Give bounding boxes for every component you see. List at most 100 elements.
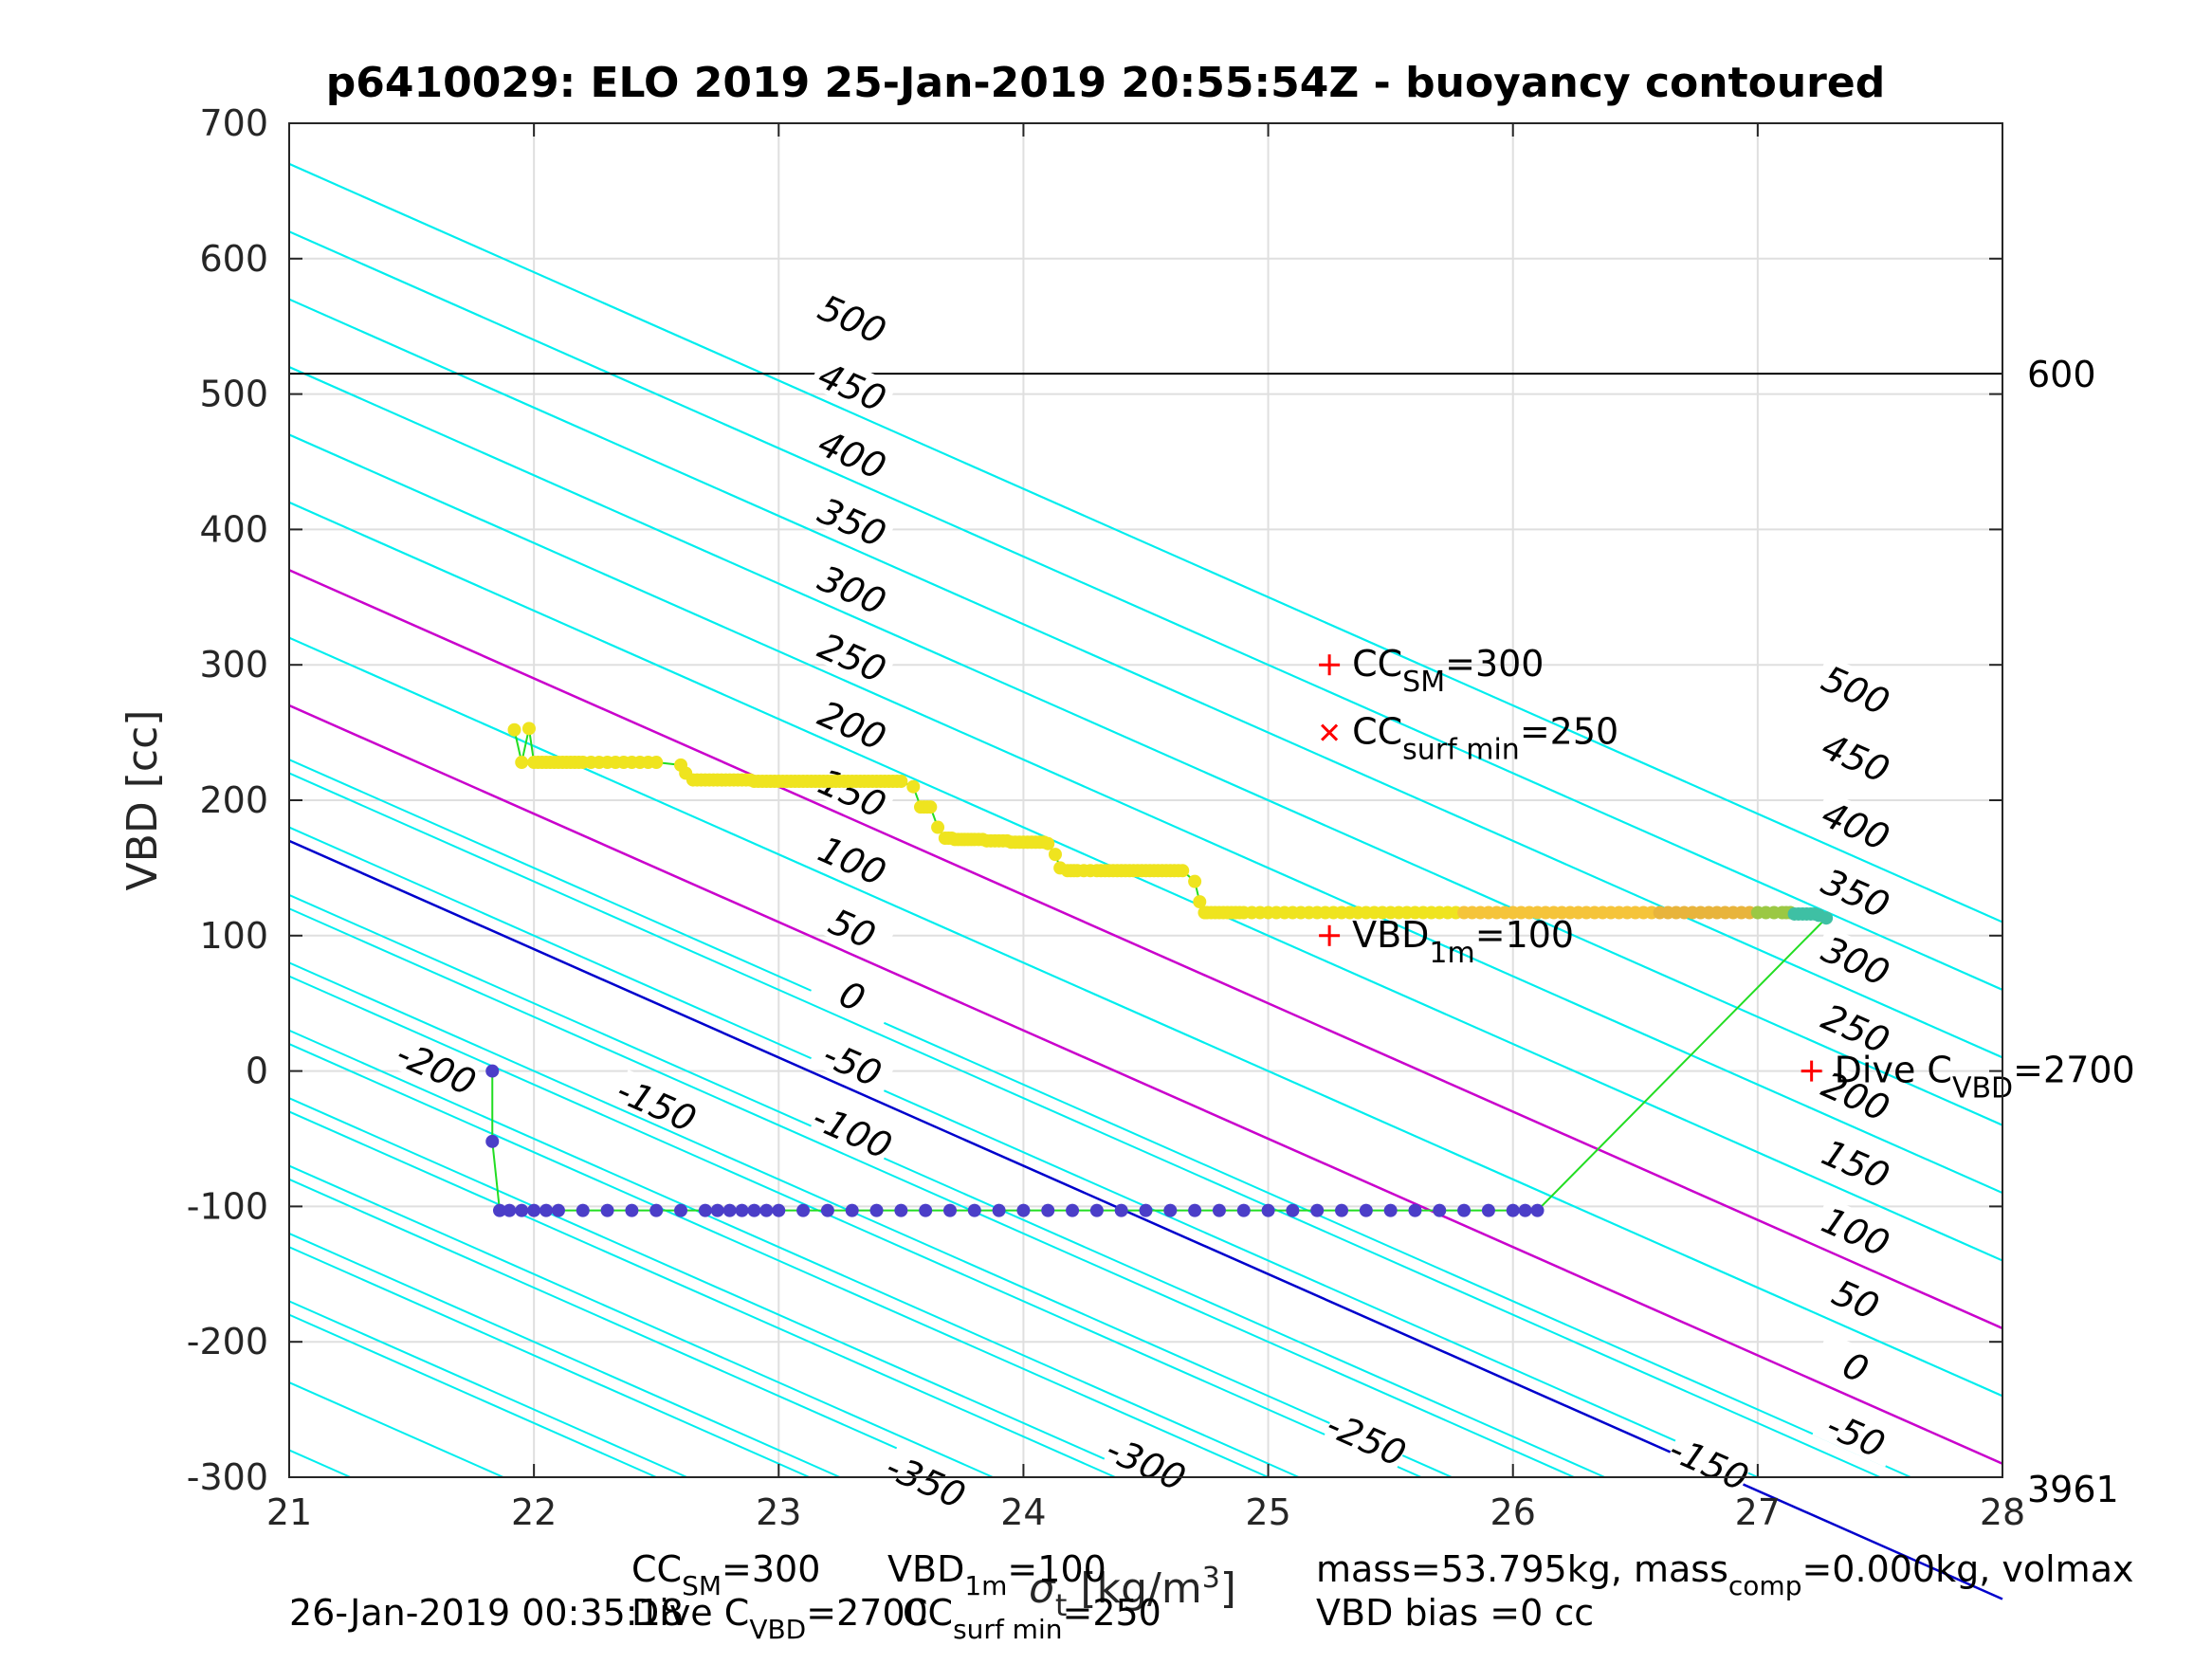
contour-label-bg (612, 1070, 702, 1137)
footer-timestamp: 26-Jan-2019 00:35:18 (289, 1592, 684, 1634)
contour-line (288, 826, 1759, 1478)
contour-line (288, 1381, 504, 1478)
x-tick-label: 26 (1490, 1491, 1536, 1533)
contour-label-bg (809, 1029, 898, 1096)
dive-point (527, 1203, 541, 1217)
contour-label-bg (1812, 722, 1901, 791)
depth-label: 600 (2027, 354, 2096, 395)
contour-labels: 500450400350300250200150100500-50-100-15… (391, 283, 1901, 1517)
contour-label-bg (1812, 1332, 1901, 1399)
contour-line (288, 298, 2003, 1059)
dive-point (722, 1203, 737, 1217)
contour-label-bg (1812, 994, 1901, 1061)
dive-point (1066, 1203, 1080, 1217)
contour-label-bg (1812, 858, 1901, 925)
climb-point (923, 800, 938, 814)
contour-line (288, 961, 1453, 1478)
contour-line (288, 1246, 810, 1478)
contour-label-bg (809, 555, 898, 623)
dive-point (1041, 1203, 1055, 1217)
dive-point (710, 1203, 724, 1217)
dive-point (503, 1203, 517, 1217)
x-axis-label: σt [kg/m3] (1029, 1562, 1236, 1623)
y-tick-label: 100 (199, 915, 268, 957)
contour-line (288, 1313, 657, 1478)
y-tick-label: -300 (187, 1456, 268, 1498)
dive-point (625, 1203, 639, 1217)
climb-point (1819, 911, 1834, 925)
dive-point (539, 1203, 554, 1217)
dive-point (493, 1203, 507, 1217)
dive-point (747, 1203, 761, 1217)
dive-point (515, 1203, 529, 1217)
contour-line (288, 501, 2003, 1262)
dive-point (485, 1134, 500, 1148)
annotation-label: CCsurf min=250 (1352, 711, 1618, 767)
contour-label-bg (1812, 1129, 1901, 1197)
dive-point (942, 1203, 957, 1217)
dive-point (992, 1203, 1006, 1217)
dive-point (1481, 1203, 1495, 1217)
contour-line (288, 772, 1881, 1478)
highlight-contour-line (288, 704, 2003, 1465)
contour-line (288, 1029, 1300, 1478)
dive-point (1188, 1203, 1202, 1217)
contour-line (288, 162, 2003, 923)
y-tick-label: 400 (199, 508, 268, 550)
depth-lines: 600 3961 (289, 354, 2119, 1510)
climb-point (931, 820, 945, 834)
dive-point (772, 1203, 786, 1217)
x-tick-label: 27 (1735, 1491, 1781, 1533)
contour-line (288, 433, 2003, 1195)
dive-point (1506, 1203, 1520, 1217)
x-tick-label: 21 (266, 1491, 312, 1533)
contour-label-bg (809, 487, 898, 555)
y-tick-label: 500 (199, 374, 268, 415)
dive-point (1089, 1203, 1104, 1217)
contour-line (288, 230, 2003, 991)
y-tick-label: 200 (199, 779, 268, 821)
contour-label-bg (1812, 791, 1901, 858)
dive-point (1212, 1203, 1226, 1217)
contour-line (288, 907, 1575, 1478)
contour-line (288, 1164, 994, 1478)
y-tick-label: 0 (246, 1051, 268, 1092)
y-tick-label: 300 (199, 644, 268, 686)
footer-cc-surf-min: CCsurf min=250 (903, 1592, 1161, 1645)
contour-line (288, 975, 1422, 1478)
climb-point (1176, 864, 1190, 878)
contour-label-bg (809, 419, 898, 487)
climb-point (1041, 836, 1055, 850)
dive-point (1163, 1203, 1178, 1217)
contour-label-bg (1812, 655, 1901, 722)
annotation-label: CCSM=300 (1352, 643, 1544, 699)
contour-label-bg (809, 352, 898, 419)
climb-point (515, 756, 529, 770)
climb-point (521, 722, 536, 736)
dive-point (1236, 1203, 1251, 1217)
dive-point (1408, 1203, 1422, 1217)
dive-point (820, 1203, 834, 1217)
dive-point (796, 1203, 811, 1217)
dive-trajectory-line (491, 1070, 1538, 1212)
dive-point (967, 1203, 981, 1217)
dive-point (1139, 1203, 1153, 1217)
dive-point (1335, 1203, 1349, 1217)
dive-point (735, 1203, 749, 1217)
dive-point (1310, 1203, 1325, 1217)
x-tick-label: 25 (1245, 1491, 1290, 1533)
highlight-contour-line (288, 569, 2003, 1330)
contour-label-bg (1323, 1403, 1412, 1472)
contour-label-bg (1812, 1061, 1901, 1129)
footer-vbd-1m: VBD1m=100 (887, 1548, 1106, 1601)
contour-line (288, 894, 1605, 1478)
dive-point (485, 1064, 500, 1078)
contour-line (288, 1097, 1146, 1478)
contour-label-bg (1812, 1197, 1901, 1264)
dive-point (845, 1203, 859, 1217)
dive-point (1016, 1203, 1031, 1217)
dive-point (1261, 1203, 1275, 1217)
contour-label-bg (809, 690, 898, 758)
x-tick-label: 28 (1980, 1491, 2025, 1533)
dive-point (1286, 1203, 1300, 1217)
